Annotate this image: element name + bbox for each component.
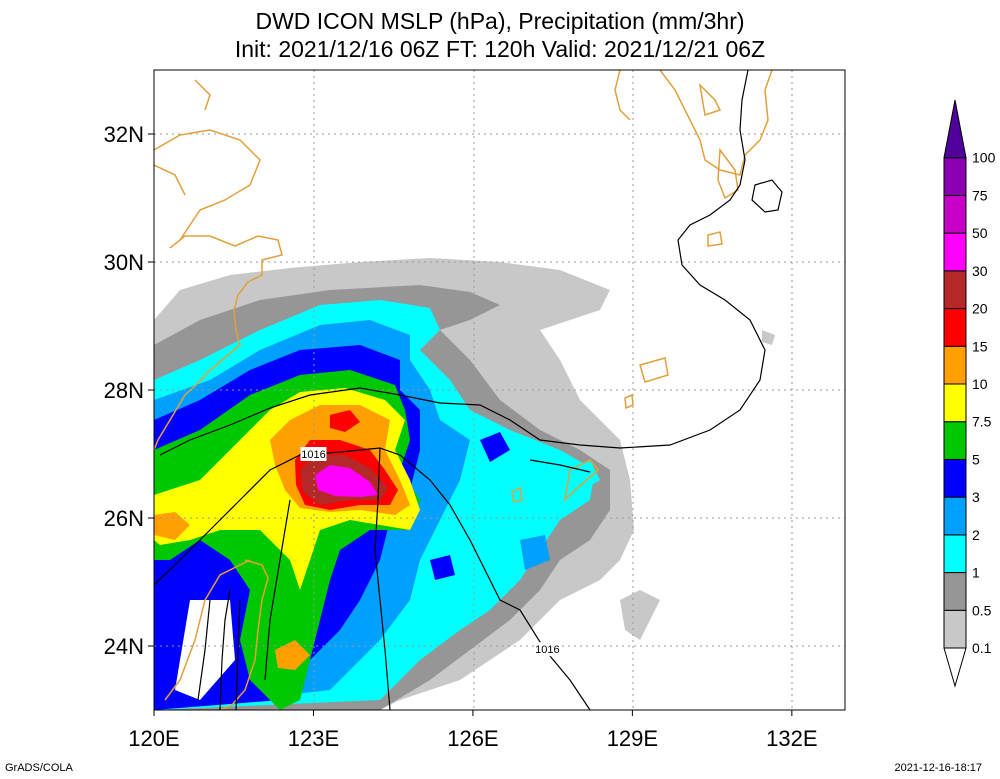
precip-area-10: [275, 640, 310, 670]
precip-area-0.1: [620, 590, 660, 640]
y-tick-label: 28N: [104, 378, 144, 403]
precip-area-0.1: [762, 330, 775, 345]
colorbar-label: 10: [972, 376, 988, 392]
precip-area-10: [154, 512, 190, 540]
colorbar-swatch: [943, 609, 967, 649]
colorbar-swatch: [943, 383, 967, 423]
x-tick-label: 120E: [128, 726, 179, 751]
precip-area-30: [315, 465, 378, 497]
colorbar-label: 100: [972, 150, 996, 166]
colorbar-label: 15: [972, 338, 988, 354]
colorbar-swatch: [943, 194, 967, 234]
colorbar-label: 7.5: [972, 414, 992, 430]
colorbar-label: 0.5: [972, 602, 992, 618]
colorbar-swatch: [943, 308, 967, 347]
colorbar-label: 3: [972, 489, 980, 505]
isobar-label-bg: [534, 642, 561, 657]
colorbar-swatch: [943, 572, 967, 611]
colorbar-label: 20: [972, 301, 988, 317]
colorbar-swatch: [943, 534, 967, 574]
y-tick-label: 26N: [104, 506, 144, 531]
isobar-label-bg: [300, 447, 327, 461]
precip-cell: [560, 460, 600, 495]
chart-subtitle: Init: 2021/12/16 06Z FT: 120h Valid: 202…: [234, 36, 766, 62]
precipitation-field: [154, 258, 775, 710]
isobar-label: 1016: [301, 449, 325, 461]
y-axis: 24N 26N 28N 30N 32N: [104, 122, 154, 659]
isobars: [154, 70, 783, 710]
colorbar-label: 5: [972, 451, 980, 467]
x-axis: 120E 123E 126E 129E 132E: [128, 710, 818, 751]
x-tick-label: 132E: [766, 726, 817, 751]
colorbar-label: 2: [972, 527, 980, 543]
footer-software-label: GrADS/COLA: [5, 762, 73, 774]
isobar-labels: 1016 1016: [300, 447, 561, 657]
y-tick-label: 24N: [104, 634, 144, 659]
precip-area-15: [330, 410, 360, 432]
x-tick-label: 123E: [288, 726, 339, 751]
coastlines: [154, 70, 773, 710]
colorbar-swatch: [943, 345, 967, 385]
colorbar-lower-arrow: [943, 647, 967, 688]
colorbar-swatch: [943, 458, 967, 498]
colorbar-label: 30: [972, 263, 988, 279]
colorbar-swatch: [943, 496, 967, 536]
precip-cell: [480, 432, 510, 462]
x-tick-label: 126E: [447, 726, 498, 751]
colorbar-label: 1: [972, 565, 980, 581]
colorbar-label: 75: [972, 187, 988, 203]
colorbar-swatch: [943, 157, 967, 196]
precip-cell: [430, 555, 455, 580]
isobar-label: 1016: [535, 644, 559, 656]
colorbar-upper-arrow: [943, 99, 967, 159]
colorbar: 0.1 0.5 1 2 3 5 7.5 10 15 20 30 50 75 100: [943, 99, 996, 688]
grid-lines: [154, 70, 845, 710]
footer-timestamp: 2021-12-16-18:17: [894, 762, 982, 774]
precip-cell: [520, 535, 550, 570]
colorbar-swatch: [943, 232, 967, 272]
colorbar-label: 50: [972, 225, 988, 241]
x-tick-label: 129E: [607, 726, 658, 751]
colorbar-swatch: [943, 421, 967, 460]
y-tick-label: 30N: [104, 250, 144, 275]
colorbar-swatch: [943, 270, 967, 310]
colorbar-label: 0.1: [972, 640, 992, 656]
precip-cell: [300, 585, 322, 612]
chart-title: DWD ICON MSLP (hPa), Precipitation (mm/3…: [255, 8, 745, 34]
y-tick-label: 32N: [104, 122, 144, 147]
